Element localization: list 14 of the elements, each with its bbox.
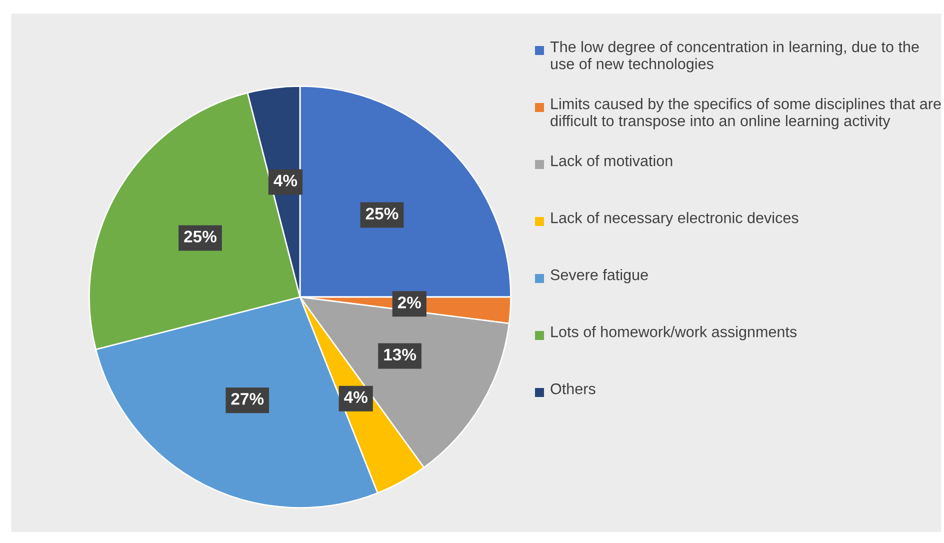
legend-label: Lots of homework/work assignments bbox=[551, 326, 797, 340]
data-label: 25% bbox=[184, 230, 216, 242]
legend-label: Limits caused by the specifics of some disciplines that are difficult to transpose into an online learning activity bbox=[550, 98, 941, 130]
legend-label: Others bbox=[550, 383, 596, 394]
data-label: 2% bbox=[398, 296, 421, 308]
data-label: 25% bbox=[366, 208, 398, 220]
legend-label: Lack of necessary electronic devices bbox=[551, 212, 798, 226]
legend-label: The low degree of concentration in learning, due to the use of new technologies bbox=[550, 41, 919, 72]
data-label: 27% bbox=[231, 392, 264, 405]
data-label: 4% bbox=[344, 391, 368, 404]
legend-label: Severe fatigue bbox=[550, 269, 648, 284]
legend-label: Lack of motivation bbox=[551, 155, 672, 166]
data-label: 13% bbox=[384, 348, 416, 361]
data-label: 4% bbox=[274, 174, 298, 186]
